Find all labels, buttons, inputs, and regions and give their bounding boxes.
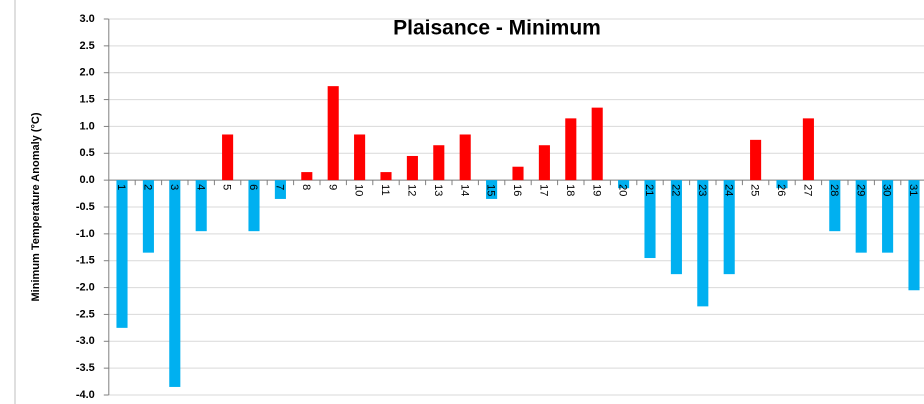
x-tick-label: 31: [907, 184, 919, 196]
y-tick-label: 2.0: [80, 67, 95, 79]
x-tick-label: 1: [115, 184, 127, 190]
x-tick-label: 8: [300, 184, 312, 190]
bar: [274, 180, 286, 199]
x-tick-label: 21: [643, 184, 655, 196]
y-tick-label: -2.5: [76, 308, 95, 320]
y-axis-label: Minimum Temperature Anomaly (°C): [30, 112, 42, 301]
x-tick-label: 12: [405, 184, 417, 196]
x-tick-label: 10: [353, 184, 365, 196]
x-tick-label: 14: [458, 184, 470, 196]
bar: [750, 139, 762, 181]
x-tick-label: 26: [775, 184, 787, 196]
x-tick-label: 17: [537, 184, 549, 196]
bar: [327, 86, 339, 181]
y-tick-label: -1.0: [76, 228, 95, 240]
x-tick-label: 20: [617, 184, 629, 196]
x-tick-label: 28: [828, 184, 840, 196]
y-tick-label: 1.5: [80, 93, 95, 105]
bar: [222, 134, 234, 181]
bar: [301, 172, 313, 181]
x-tick-label: 22: [669, 184, 681, 196]
y-tick-label: -0.5: [76, 201, 95, 213]
y-tick-label: -4.0: [76, 389, 95, 401]
bar: [697, 180, 709, 307]
x-tick-label: 6: [247, 184, 259, 190]
x-tick-label: 4: [194, 184, 206, 190]
x-tick-label: 7: [273, 184, 285, 190]
x-tick-label: 25: [749, 184, 761, 196]
bar: [248, 180, 260, 232]
y-tick-label: -3.0: [76, 335, 95, 347]
bar: [116, 180, 128, 328]
bar: [670, 180, 682, 275]
x-tick-label: 5: [221, 184, 233, 190]
bar: [802, 118, 814, 181]
chart-title: Plaisance - Minimum: [393, 17, 601, 40]
y-tick-label: 3.0: [80, 13, 95, 25]
y-tick-label: 2.5: [80, 40, 95, 52]
x-tick-label: 2: [141, 184, 153, 190]
bar: [195, 180, 207, 232]
bar: [829, 180, 841, 232]
x-tick-label: 27: [801, 184, 813, 196]
y-tick-label: 1.0: [80, 120, 95, 132]
x-tick-label: 15: [485, 184, 497, 196]
bar: [644, 180, 656, 259]
bar: [723, 180, 735, 275]
y-tick-label: 0.5: [80, 147, 95, 159]
bar: [855, 180, 867, 253]
bar: [354, 134, 366, 181]
bar: [908, 180, 920, 291]
bar: [618, 180, 630, 189]
y-tick-label: 0.0: [80, 174, 95, 186]
bar: [142, 180, 154, 253]
bar: [776, 180, 788, 189]
x-tick-label: 11: [379, 184, 391, 195]
bar: [591, 107, 603, 181]
bar: [169, 180, 181, 387]
x-tick-label: 23: [696, 184, 708, 196]
x-tick-label: 18: [564, 184, 576, 196]
y-tick-label: -1.5: [76, 255, 95, 267]
bar: [406, 155, 418, 181]
x-tick-label: 16: [511, 184, 523, 196]
x-tick-label: 3: [168, 184, 180, 190]
bar: [512, 166, 524, 181]
y-tick-label: -3.5: [76, 362, 95, 374]
x-tick-label: 13: [432, 184, 444, 196]
x-tick-label: 19: [590, 184, 602, 196]
bar: [459, 134, 471, 181]
x-tick-label: 29: [854, 184, 866, 196]
bar: [565, 118, 577, 181]
bar: [882, 180, 894, 253]
x-tick-label: 24: [722, 184, 734, 196]
bar: [380, 172, 392, 181]
x-tick-label: 9: [326, 184, 338, 190]
y-tick-label: -2.0: [76, 281, 95, 293]
bar: [433, 145, 445, 181]
x-tick-label: 30: [881, 184, 893, 196]
bar: [538, 145, 550, 181]
bar: [486, 180, 498, 199]
